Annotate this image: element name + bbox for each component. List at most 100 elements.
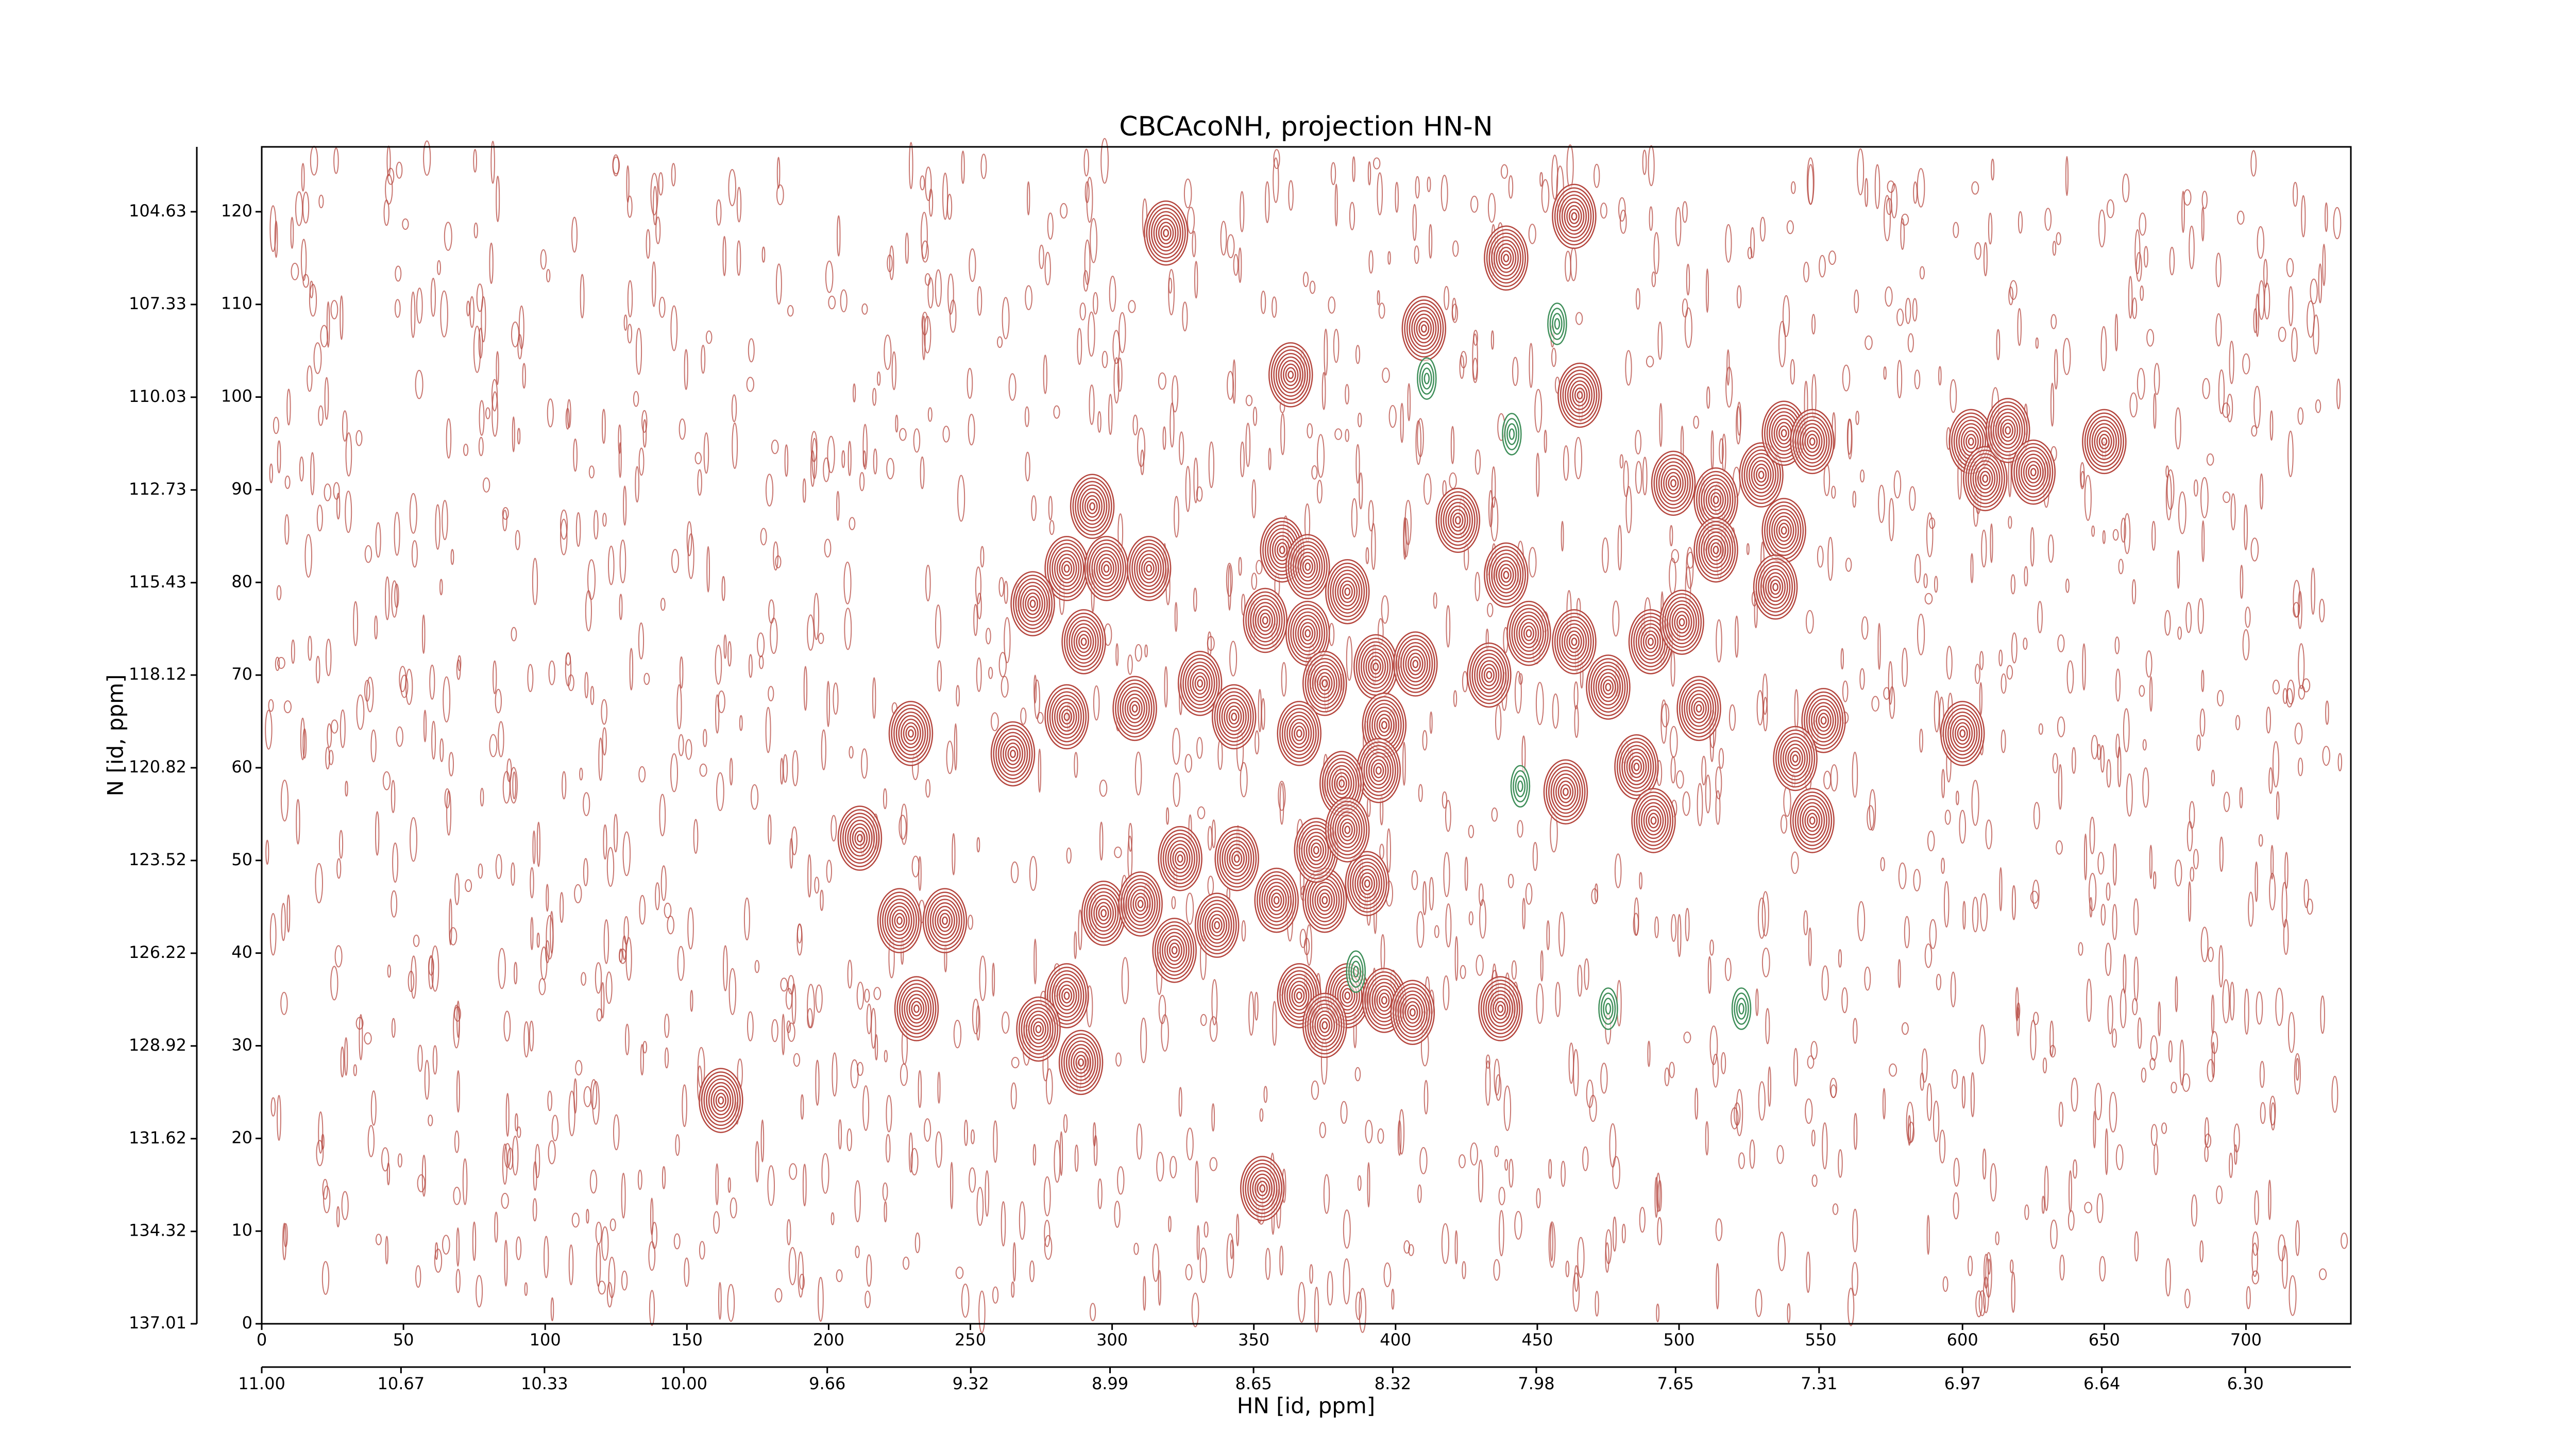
peak-contour <box>1073 627 1094 657</box>
y2-tick-label: 107.33 <box>129 294 187 313</box>
peak-contour <box>1693 700 1705 716</box>
noise-contour <box>638 622 645 660</box>
peak-contour <box>1758 561 1793 613</box>
noise-contour <box>747 1011 754 1041</box>
noise-contour <box>1100 138 1109 184</box>
noise-contour <box>1735 615 1739 658</box>
peak-contour <box>1177 651 1223 716</box>
noise-contour <box>2268 1180 2272 1220</box>
noise-contour <box>1778 321 1786 367</box>
peak-contour <box>1769 508 1799 553</box>
noise-contour <box>765 706 771 753</box>
noise-contour <box>1670 650 1675 687</box>
noise-contour <box>1398 1109 1405 1155</box>
peak-contour <box>1290 541 1326 593</box>
noise-contour <box>444 222 452 251</box>
noise-contour <box>1794 689 1799 731</box>
noise-contour <box>1334 428 1343 440</box>
peak-contour <box>1069 619 1099 664</box>
peak-contour <box>1997 415 2019 446</box>
noise-contour <box>792 750 799 786</box>
noise-contour <box>969 1167 976 1193</box>
noise-contour <box>1574 1265 1579 1292</box>
peak-contour <box>1605 683 1612 692</box>
peak-contour <box>939 913 951 929</box>
peak-contour <box>1342 988 1353 1004</box>
noise-contour <box>1194 261 1198 299</box>
peak-contour <box>1280 360 1301 390</box>
noise-contour <box>2054 349 2058 390</box>
noise-contour <box>1004 581 1008 604</box>
peak-contour <box>2025 461 2042 484</box>
peak-contour <box>1156 218 1177 248</box>
peak-contour <box>1087 539 1127 598</box>
peak-contour <box>1645 634 1656 650</box>
x-tick-label: 400 <box>1380 1330 1411 1350</box>
noise-contour <box>807 1008 813 1029</box>
x-tick-label: 550 <box>1805 1330 1837 1350</box>
noise-contour <box>396 161 403 179</box>
noise-contour <box>1367 161 1371 186</box>
peak-contour <box>1209 914 1225 937</box>
noise-contour <box>684 1257 690 1287</box>
peak-contour <box>1481 664 1497 687</box>
noise-contour <box>1755 988 1759 1017</box>
noise-contour <box>1172 375 1179 413</box>
noise-contour <box>1705 1121 1709 1156</box>
peak-contour <box>1123 878 1158 930</box>
noise-contour <box>1677 914 1682 957</box>
noise-contour <box>1183 178 1192 209</box>
peak-contour <box>1816 709 1832 732</box>
peak-contour <box>1259 1184 1266 1193</box>
noise-contour <box>538 978 546 996</box>
peak-contour <box>1066 616 1101 667</box>
peak-contour <box>1231 851 1243 867</box>
peak-contour <box>1273 349 1309 400</box>
noise-contour <box>1938 366 1942 386</box>
noise-contour <box>1749 1139 1755 1169</box>
peak-contour <box>1775 729 1816 788</box>
peak-contour <box>1376 989 1393 1012</box>
peak-contour <box>1278 356 1303 394</box>
peak-contour <box>1781 526 1787 535</box>
noise-contour <box>1099 779 1108 797</box>
peak-contour <box>1586 654 1631 720</box>
peak-contour <box>1054 698 1080 735</box>
noise-contour <box>706 546 710 593</box>
peak-contour <box>1222 836 1252 881</box>
noise-contour <box>560 892 564 923</box>
noise-contour <box>884 334 892 370</box>
noise-contour <box>751 784 759 810</box>
noise-contour <box>2199 1240 2204 1263</box>
noise-contour <box>846 1128 852 1152</box>
noise-contour <box>2073 1159 2077 1179</box>
noise-contour <box>1887 180 1895 193</box>
noise-contour <box>1422 881 1427 916</box>
noise-contour <box>315 655 320 684</box>
noise-contour <box>550 1297 554 1322</box>
peak-contour <box>1000 735 1026 772</box>
noise-contour <box>2041 1195 2045 1214</box>
noise-contour <box>856 982 865 1010</box>
noise-contour <box>884 1050 888 1063</box>
noise-contour <box>905 232 909 264</box>
noise-contour <box>1020 707 1027 725</box>
noise-contour <box>1746 543 1750 555</box>
peak-contour <box>1005 743 1021 765</box>
noise-contour <box>595 1221 602 1244</box>
peak-contour <box>708 1082 734 1119</box>
y2-tick-label: 134.32 <box>129 1221 187 1240</box>
noise-contour <box>1192 230 1196 258</box>
noise-contour <box>1391 1288 1395 1310</box>
noise-contour <box>1686 263 1690 296</box>
noise-contour <box>836 1269 843 1283</box>
noise-contour <box>1979 651 1984 670</box>
x2-tick-label: 11.00 <box>238 1374 285 1393</box>
peak-contour <box>2030 468 2037 477</box>
noise-contour <box>2176 550 2180 589</box>
noise-contour <box>729 757 733 786</box>
noise-contour <box>2202 378 2210 399</box>
peak-contour <box>1560 784 1571 800</box>
noise-contour <box>336 1206 340 1228</box>
noise-contour <box>2193 849 2199 870</box>
